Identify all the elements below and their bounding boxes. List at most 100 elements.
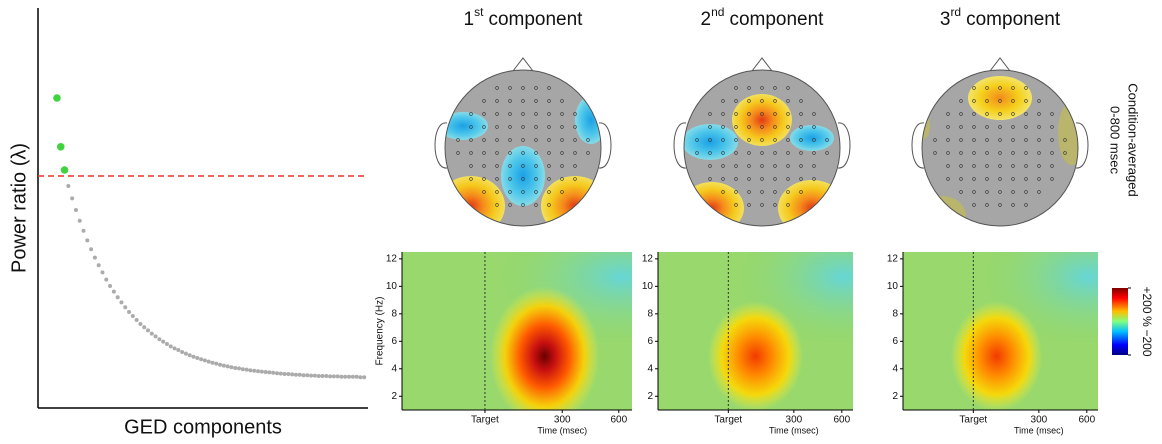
x-tick-label: 600 [610,415,627,426]
y-axis-label: Frequency (Hz) [375,297,386,366]
point [358,375,362,379]
point [260,370,264,374]
point [207,360,211,364]
x-axis-label: Time (msec) [769,425,819,435]
nose [513,58,533,71]
point [222,364,226,368]
point [210,361,214,365]
title-part: component [729,9,824,30]
point [127,310,131,314]
topomap [914,70,1086,236]
y-tick-label: 8 [647,308,653,319]
point [252,369,256,373]
point [57,143,65,151]
point [150,332,154,336]
point [317,374,321,378]
point [245,368,249,372]
y-tick-label: 8 [391,308,397,319]
point [302,373,306,377]
colorbar-tick-label: −200 [1140,329,1154,356]
x-tick-label: Target [471,415,499,426]
point [116,295,120,299]
point [241,367,245,371]
point [203,358,207,362]
topo-blob [501,146,545,206]
x-axis-label: GED components [124,416,282,438]
point [100,270,104,274]
point [343,375,347,379]
point [336,374,340,378]
heatmap-blob [708,301,804,411]
point [309,374,313,378]
point [290,372,294,376]
y-tick-label: 6 [391,336,397,347]
point [328,374,332,378]
x-tick-label: 600 [1078,415,1095,426]
y-tick-label: 2 [391,391,397,402]
title-part: component [488,9,583,30]
point [256,369,260,373]
y-tick-label: 10 [642,281,654,292]
point [192,355,196,359]
title-part: nd [711,5,724,19]
y-axis-label: Power ratio (λ) [8,143,30,273]
point [93,256,97,260]
point [131,314,135,318]
topomap-title: 3rdcomponent [940,5,1061,30]
y-tick-label: 2 [647,391,653,402]
point [347,375,351,379]
y-tick-label: 10 [887,281,899,292]
point [298,373,302,377]
point [324,374,328,378]
colorbar [1112,288,1128,355]
x-tick-label: Target [959,415,987,426]
point [135,318,139,322]
y-tick-label: 4 [647,363,653,374]
nose [752,58,772,71]
point [294,373,298,377]
x-tick-label: 300 [786,415,803,426]
point [66,184,70,188]
topo-blob [918,196,966,236]
topo-blob [968,76,1032,120]
topomap [437,70,609,236]
point [161,340,165,344]
row-label: 0-800 msec [1108,106,1123,174]
heatmap-blob [951,301,1043,411]
point [89,247,93,251]
title-part: 3 [940,9,951,30]
point [146,328,150,332]
point [339,375,343,379]
y-tick-label: 2 [892,391,898,402]
point [226,364,230,368]
point [313,374,317,378]
point [169,344,173,348]
point [362,375,366,379]
topo-blob [732,94,792,146]
heatmap-blob [490,286,600,426]
point [195,356,199,360]
point [53,94,61,102]
row-label: Condition-averaged [1126,83,1141,196]
point [85,238,89,242]
point [233,366,237,370]
title-part: 1 [464,9,475,30]
point [184,352,188,356]
topo-blob [790,125,834,151]
point [74,208,78,212]
point [355,375,359,379]
x-tick-label: 300 [1031,415,1048,426]
topomap-title: 2nd component [701,5,825,30]
point [108,284,112,288]
colorbar-tick-label: +200 [1140,286,1154,313]
point [142,325,146,329]
title-part: component [966,9,1061,30]
point [271,371,275,375]
title-part: 2 [701,9,712,30]
x-axis-label: Time (msec) [1014,425,1064,435]
y-tick-label: 12 [642,254,654,265]
y-tick-label: 6 [892,336,898,347]
point [305,373,309,377]
x-tick-label: Target [714,415,742,426]
point [138,322,142,326]
